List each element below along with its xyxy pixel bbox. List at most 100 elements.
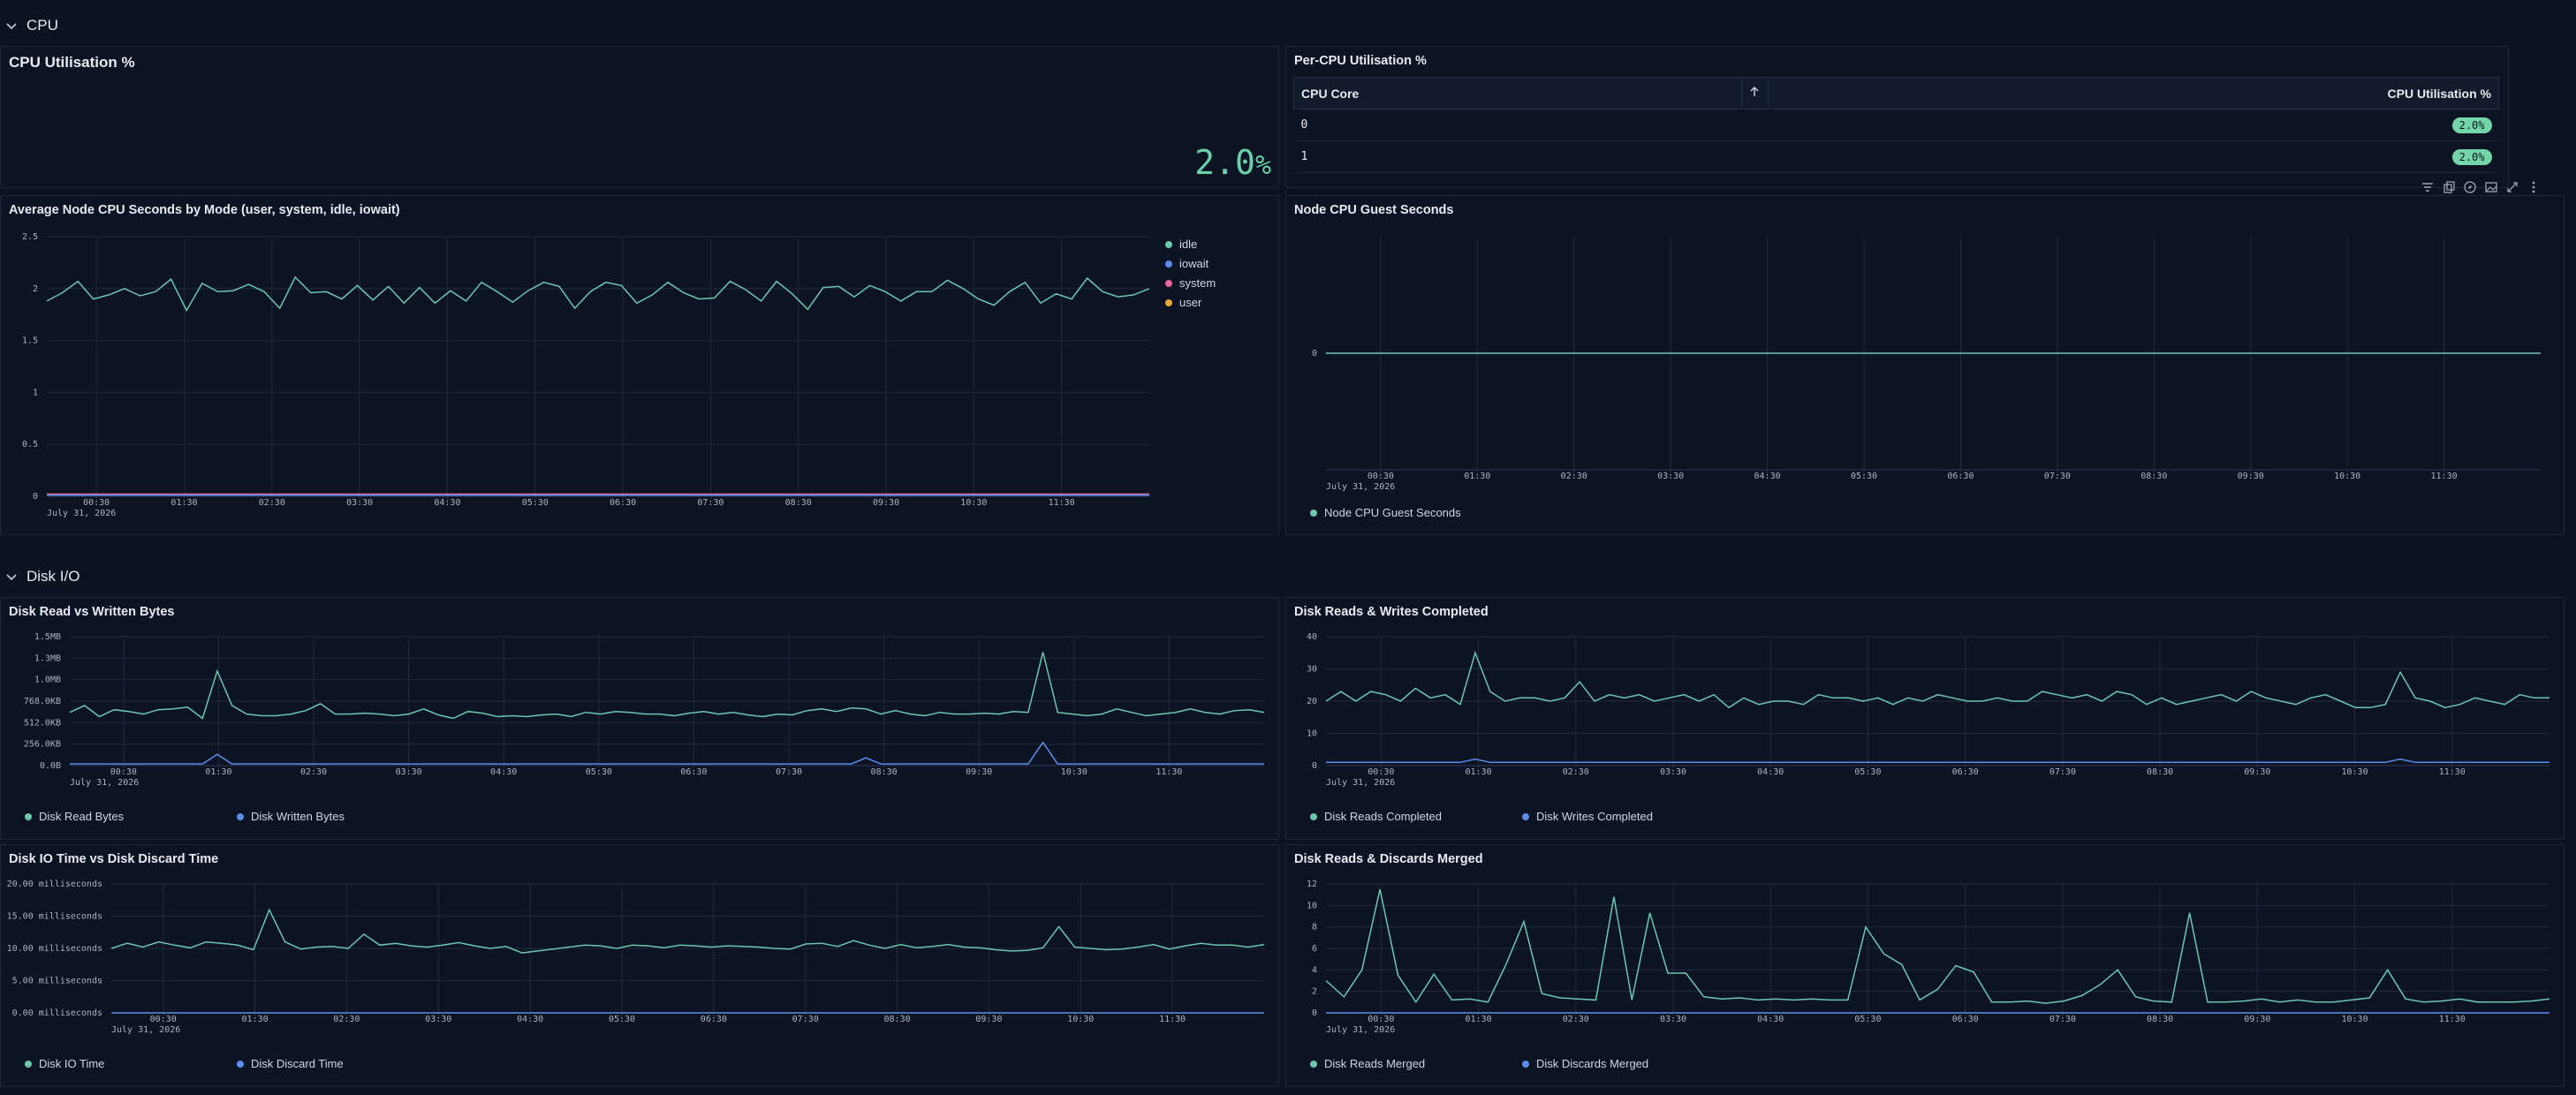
x-tick-label: 11:30 [2439, 1015, 2466, 1024]
x-tick-label: 08:30 [2140, 472, 2167, 481]
x-tick-label: 02:30 [1561, 472, 1587, 481]
x-tick-label: 09:30 [2244, 767, 2270, 777]
x-tick-label: 01:30 [1465, 767, 1491, 777]
x-tick-label: 05:30 [1851, 472, 1877, 481]
x-tick-label: 02:30 [1563, 1015, 1589, 1024]
y-tick-label: 512.0KB [24, 718, 61, 728]
x-tick-label: 01:30 [1464, 472, 1490, 481]
y-tick-label: 10 [1307, 901, 1317, 910]
x-tick-label: 00:30 [110, 767, 137, 777]
y-tick-label: 15.00 milliseconds [7, 912, 102, 922]
legend-item[interactable]: Disk Discards Merged [1522, 1057, 1648, 1070]
section-title: CPU [27, 17, 58, 34]
legend-dot [1310, 812, 1317, 820]
column-header-cpu-core[interactable]: CPU Core [1293, 77, 1742, 110]
x-tick-label: 11:30 [2439, 767, 2466, 777]
x-tick-label: 05:30 [1854, 1015, 1881, 1024]
x-tick-label: 05:30 [609, 1015, 635, 1024]
x-tick-label: 08:30 [785, 498, 812, 508]
stat-number: 2.0 [1194, 143, 1255, 182]
section-header-disk[interactable]: Disk I/O [0, 563, 80, 590]
stat-unit: % [1254, 150, 1271, 181]
date-label: July 31, 2026 [1326, 1025, 1395, 1035]
y-tick-label: 0 [1312, 1008, 1317, 1018]
chart-disk-rw[interactable]: 0 10 20 30 40 00:30 01:30 02:30 03:30 04:30 05:30 0… [1286, 598, 2565, 841]
x-tick-label: 04:30 [1757, 1015, 1784, 1024]
column-header-cpu-utilisation[interactable]: CPU Utilisation % [1767, 77, 2500, 110]
x-tick-label: 11:30 [1155, 767, 1182, 777]
legend-item[interactable]: Disk Discard Time [237, 1057, 344, 1070]
x-tick-label: 10:30 [2334, 472, 2360, 481]
section-header-cpu[interactable]: CPU [0, 12, 58, 39]
x-tick-label: 03:30 [396, 767, 422, 777]
panel-title: Disk Reads & Writes Completed [1294, 605, 1489, 619]
panel-disk-rw: Disk Reads & Writes Completed 0 10 20 30 40 0… [1285, 597, 2565, 840]
legend-item[interactable]: user [1165, 296, 1201, 309]
y-tick-label: 20.00 milliseconds [7, 880, 102, 889]
x-tick-label: 06:30 [701, 1015, 727, 1024]
x-tick-label: 05:30 [586, 767, 612, 777]
panel-per-cpu: Per-CPU Utilisation % CPU Core CPU Utili… [1285, 46, 2509, 188]
x-tick-label: 03:30 [1660, 767, 1686, 777]
x-tick-label: 07:30 [2049, 1015, 2076, 1024]
legend-dot [1165, 279, 1172, 287]
legend-dot [1310, 1060, 1317, 1068]
x-tick-label: 10:30 [960, 498, 987, 508]
date-label: July 31, 2026 [111, 1025, 180, 1035]
table-row: 1 2.0% [1293, 140, 2499, 173]
x-tick-label: 04:30 [517, 1015, 543, 1024]
series-line-disk-written-bytes [70, 741, 1264, 765]
legend-item[interactable]: Disk Writes Completed [1522, 810, 1653, 823]
y-tick-label: 6 [1312, 944, 1317, 954]
series-line-disk-read-bytes [69, 652, 1265, 720]
x-tick-label: 10:30 [1061, 767, 1087, 777]
series-line-disk-reads-completed [1325, 650, 2549, 709]
y-tick-label: 12 [1307, 880, 1317, 889]
cell-core: 0 [1293, 109, 1742, 141]
panel-disk-bytes: Disk Read vs Written Bytes 0.0B 256.0KB 51… [0, 597, 1279, 840]
filter-icon[interactable] [2421, 180, 2435, 194]
x-tick-label: 00:30 [83, 498, 110, 508]
x-tick-label: 04:30 [1757, 767, 1784, 777]
legend-dot [1165, 298, 1172, 306]
legend-item[interactable]: Disk Reads Merged [1310, 1057, 1425, 1070]
legend-item[interactable]: Disk Reads Completed [1310, 810, 1442, 823]
chart-disk-bytes[interactable]: 0.0B 256.0KB 512.0KB 768.0KB 1.0MB 1.3MB 1.5MB… [1, 598, 1280, 841]
chevron-down-icon [6, 23, 17, 30]
x-tick-label: 04:30 [1754, 472, 1781, 481]
util-badge: 2.0% [2451, 117, 2492, 133]
legend-item[interactable]: system [1165, 276, 1216, 290]
y-tick-label: 10.00 milliseconds [7, 944, 102, 954]
legend-item[interactable]: iowait [1165, 257, 1208, 270]
panel-guest-seconds: Node CPU Guest Seconds 0 00:30 01:30 02:30 0… [1285, 195, 2565, 535]
legend-item[interactable]: Disk Read Bytes [25, 810, 124, 823]
chart-disk-io[interactable]: 0.00 milliseconds 5.00 milliseconds 10.00 … [1, 845, 1280, 1088]
legend-item[interactable]: idle [1165, 238, 1197, 251]
legend-item[interactable]: Disk Written Bytes [237, 810, 345, 823]
y-tick-label: 8 [1312, 923, 1317, 933]
x-tick-label: 11:30 [1049, 498, 1075, 508]
panel-title: Node CPU Guest Seconds [1294, 203, 1454, 217]
explore-icon[interactable] [2463, 180, 2477, 194]
x-tick-label: 09:30 [975, 1015, 1002, 1024]
date-label: July 31, 2026 [1326, 482, 1395, 492]
date-label: July 31, 2026 [47, 509, 116, 518]
chart-guest[interactable]: 0 00:30 01:30 02:30 03:30 04:30 05:30 06:30 07:3… [1286, 196, 2565, 536]
x-tick-label: 01:30 [242, 1015, 269, 1024]
legend-dot [1522, 1060, 1529, 1068]
chart-avg-cpu[interactable]: 0 0.5 1 1.5 2 2.5 00:30 01:30 02:30 03:30 04:30 05:… [1, 196, 1280, 536]
sort-column[interactable] [1740, 77, 1769, 110]
x-tick-label: 04:30 [434, 498, 460, 508]
x-tick-label: 06:30 [1952, 1015, 1979, 1024]
cell-core: 1 [1293, 140, 1742, 173]
chart-disk-merged[interactable]: 0 2 4 6 8 10 12 00:30 01:30 02:30 03:30 04:30 05:30 0… [1286, 845, 2565, 1088]
legend-dot [1165, 240, 1172, 248]
x-tick-label: 05:30 [1854, 767, 1881, 777]
legend-item[interactable]: Disk IO Time [25, 1057, 104, 1070]
image-icon[interactable] [2484, 180, 2498, 194]
legend-item[interactable]: Node CPU Guest Seconds [1310, 506, 1461, 519]
expand-icon[interactable] [2505, 180, 2519, 194]
more-icon[interactable] [2527, 180, 2541, 194]
x-tick-label: 03:30 [1657, 472, 1684, 481]
copy-icon[interactable] [2442, 180, 2456, 194]
